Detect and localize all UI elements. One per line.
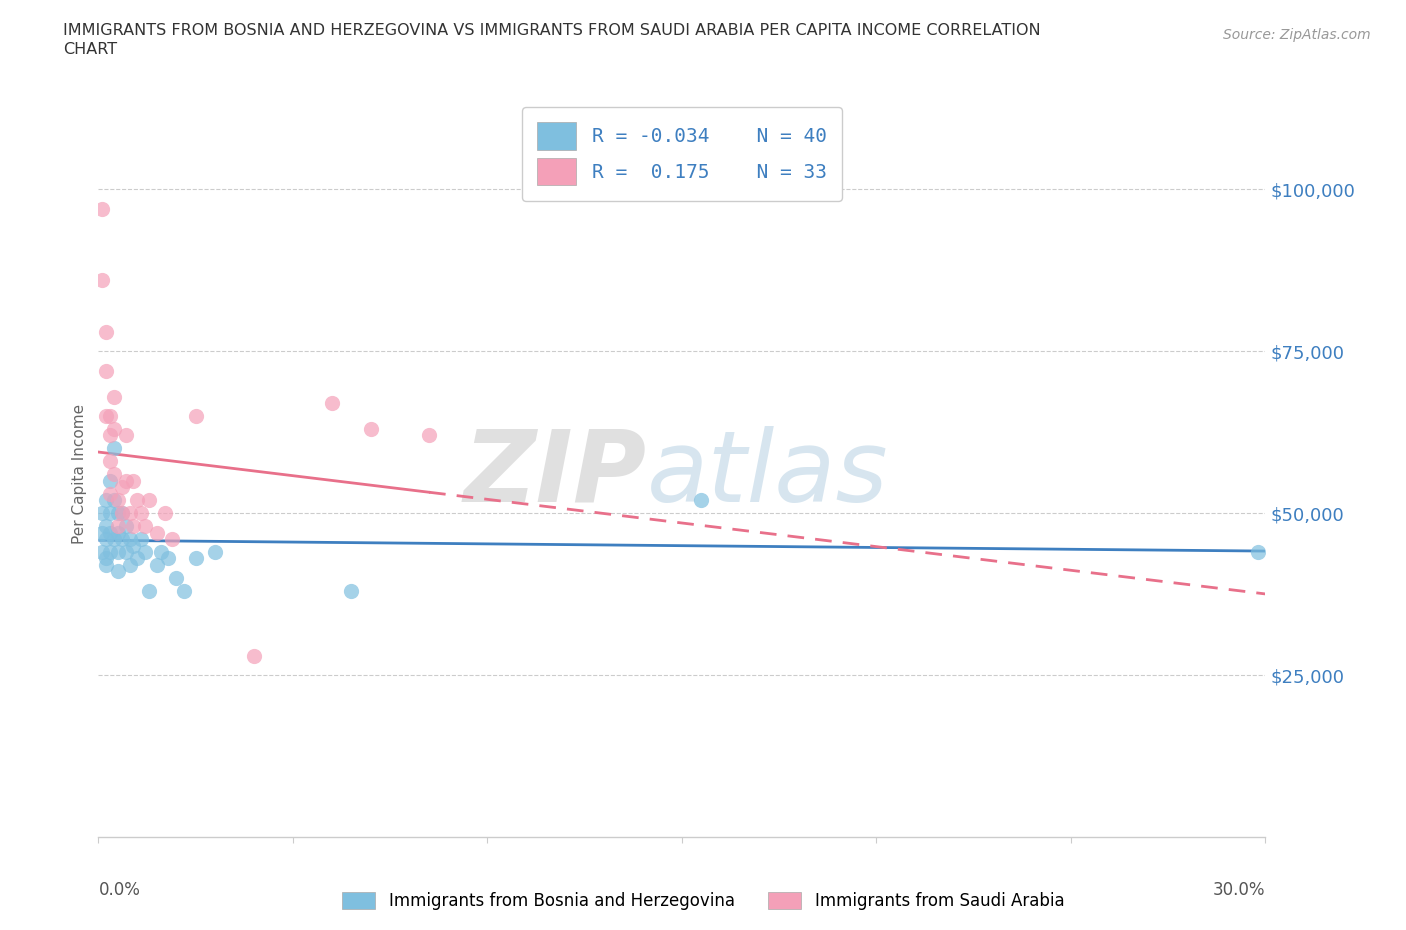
Point (122, 538, 145, 553)
Point (111, 506, 134, 521)
Point (91, 506, 114, 521)
Point (243, 648, 266, 663)
Text: CHART: CHART (63, 42, 117, 57)
Point (91, 272, 114, 287)
Point (418, 428, 440, 443)
Point (91, 545, 114, 560)
Y-axis label: Per Capita Income: Per Capita Income (72, 405, 87, 544)
Point (114, 473, 136, 488)
Point (165, 570, 187, 585)
Point (1246, 545, 1268, 560)
Point (96, 551, 118, 566)
Point (129, 506, 152, 521)
Point (111, 506, 134, 521)
Point (360, 421, 382, 436)
Point (103, 389, 125, 404)
Point (134, 519, 156, 534)
Point (184, 408, 207, 423)
Point (103, 493, 125, 508)
Point (321, 395, 343, 410)
Point (122, 473, 145, 488)
Point (107, 564, 129, 578)
Point (129, 532, 152, 547)
Point (114, 428, 136, 443)
Point (340, 583, 363, 598)
Point (111, 532, 134, 547)
Point (107, 493, 129, 508)
Text: 0.0%: 0.0% (98, 881, 141, 898)
Point (96, 493, 118, 508)
Point (96, 519, 118, 534)
Point (107, 506, 129, 521)
Text: IMMIGRANTS FROM BOSNIA AND HERZEGOVINA VS IMMIGRANTS FROM SAUDI ARABIA PER CAPIT: IMMIGRANTS FROM BOSNIA AND HERZEGOVINA V… (63, 23, 1040, 38)
Text: 30.0%: 30.0% (1213, 881, 1265, 898)
Point (98, 506, 121, 521)
Point (98, 525, 121, 540)
Point (118, 532, 141, 547)
Point (98, 545, 121, 560)
Point (162, 532, 184, 547)
Point (134, 545, 156, 560)
Point (114, 545, 136, 560)
Legend: Immigrants from Bosnia and Herzegovina, Immigrants from Saudi Arabia: Immigrants from Bosnia and Herzegovina, … (335, 885, 1071, 917)
Point (204, 545, 226, 560)
Point (98, 428, 121, 443)
Legend: R = -0.034    N = 40, R =  0.175    N = 33: R = -0.034 N = 40, R = 0.175 N = 33 (522, 107, 842, 201)
Point (157, 551, 180, 566)
Point (146, 525, 169, 540)
Point (96, 558, 118, 573)
Point (98, 408, 121, 423)
Point (114, 519, 136, 534)
Point (118, 558, 141, 573)
Point (107, 545, 129, 560)
Point (173, 583, 195, 598)
Text: ZIP: ZIP (464, 426, 647, 523)
Point (98, 486, 121, 501)
Text: atlas: atlas (647, 426, 889, 523)
Point (122, 519, 145, 534)
Point (107, 519, 129, 534)
Point (103, 532, 125, 547)
Point (138, 493, 160, 508)
Point (91, 525, 114, 540)
Point (91, 201, 114, 216)
Point (103, 467, 125, 482)
Point (96, 408, 118, 423)
Point (146, 558, 169, 573)
Point (107, 525, 129, 540)
Point (118, 506, 141, 521)
Point (127, 551, 149, 566)
Point (184, 551, 207, 566)
Point (138, 583, 160, 598)
Point (96, 364, 118, 379)
Point (690, 493, 713, 508)
Point (153, 506, 176, 521)
Point (103, 441, 125, 456)
Point (96, 325, 118, 339)
Point (127, 493, 149, 508)
Point (103, 421, 125, 436)
Text: Source: ZipAtlas.com: Source: ZipAtlas.com (1223, 28, 1371, 42)
Point (111, 480, 134, 495)
Point (98, 454, 121, 469)
Point (98, 473, 121, 488)
Point (149, 545, 172, 560)
Point (96, 532, 118, 547)
